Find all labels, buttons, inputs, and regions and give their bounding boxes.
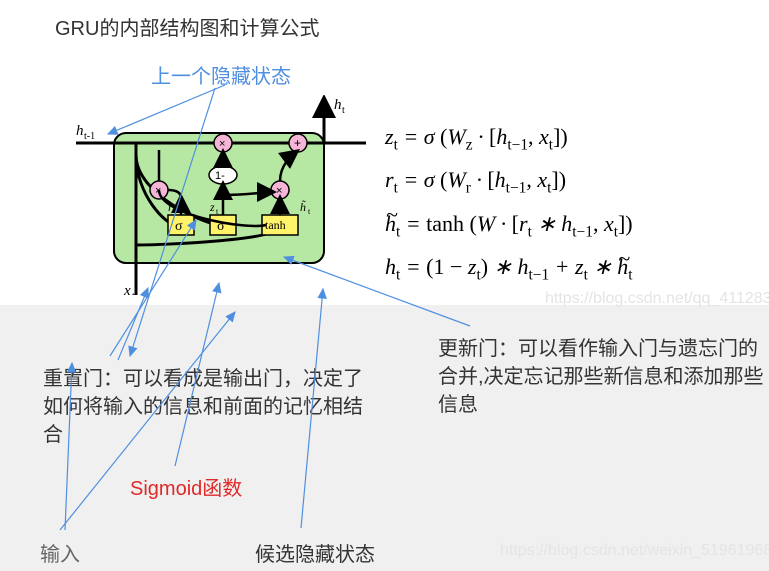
input-label: 输入 [40,538,80,567]
update-gate-label: 更新门：可以看作输入门与遗忘门的合并,决定忘记那些新信息和添加那些信息 [438,335,768,419]
svg-text:t: t [342,105,345,116]
svg-text:×: × [276,185,282,197]
watermark-1: https://blog.csdn.net/qq_4112838 [545,290,769,308]
equation-block: zt = σ (Wz · [ht−1, xt]) rt = σ (Wr · [h… [385,120,633,293]
eq-h: ht = (1 − zt) ∗ ht−1 + zt ∗ ht [385,250,633,287]
prev-hidden-label: 上一个隐藏状态 [151,60,291,89]
page-root: GRU的内部结构图和计算公式 上一个隐藏状态 h t h t-1 x t [0,0,769,571]
svg-text:+: + [294,136,301,150]
svg-text:h: h [334,97,342,113]
gru-cell-diagram: h t h t-1 x t σ σ tanh r t [76,95,366,295]
sigmoid-label: Sigmoid函数 [130,472,242,501]
svg-text:h: h [76,123,84,139]
svg-text:h̃: h̃ [300,200,306,214]
svg-text:σ: σ [175,219,183,234]
slide-title: GRU的内部结构图和计算公式 [55,12,319,41]
svg-text:tanh: tanh [265,218,286,232]
watermark-2: https://blog.csdn.net/weixin_51961968 [500,542,769,560]
eq-r: rt = σ (Wr · [ht−1, xt]) [385,163,633,200]
reset-gate-label: 重置门：可以看成是输出门，决定了如何将输入的信息和前面的记忆相结合 [43,365,378,449]
eq-htilde: ht = tanh (W · [rt ∗ ht−1, xt]) [385,207,633,244]
svg-text:z: z [209,200,215,214]
svg-text:t-1: t-1 [84,131,95,142]
svg-text:1-: 1- [215,170,225,182]
eq-z: zt = σ (Wz · [ht−1, xt]) [385,120,633,157]
svg-text:x: x [123,283,131,295]
svg-text:t: t [132,291,135,295]
candidate-label: 候选隐藏状态 [255,538,375,567]
svg-text:×: × [219,138,225,150]
